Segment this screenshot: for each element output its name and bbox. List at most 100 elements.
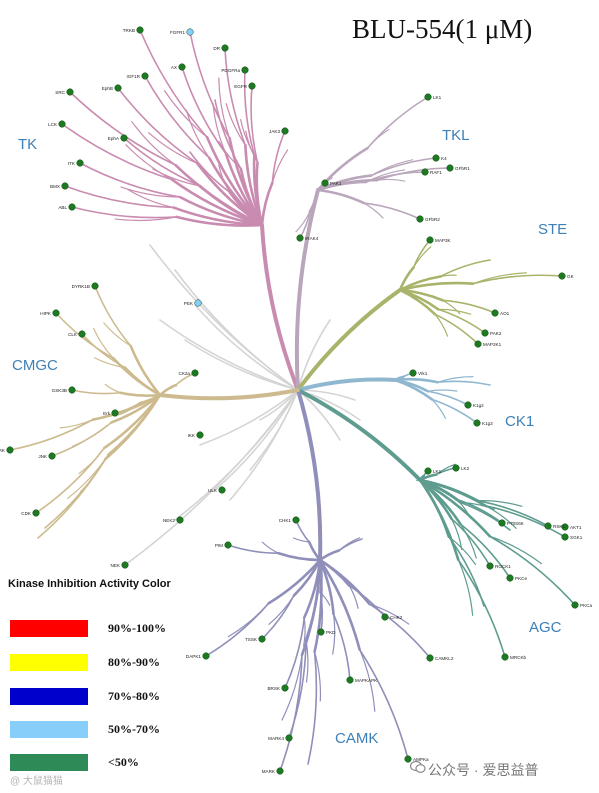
kinase-label: EphA bbox=[108, 136, 120, 141]
tree-branch bbox=[114, 216, 178, 222]
tree-branch bbox=[318, 558, 361, 651]
kinase-dot bbox=[176, 516, 184, 524]
kinase-dot bbox=[285, 734, 293, 742]
kinase-dot bbox=[248, 82, 256, 90]
kinase-dot bbox=[501, 653, 509, 661]
kinase-label: P70S6K bbox=[507, 521, 525, 526]
tree-branch bbox=[71, 206, 178, 219]
tree-branch bbox=[368, 603, 431, 659]
tree-branch bbox=[450, 517, 491, 567]
tree-branch bbox=[61, 123, 173, 181]
tree-branch bbox=[418, 478, 460, 561]
kinase-label: IGF1R bbox=[126, 74, 140, 79]
tree-branch bbox=[224, 47, 247, 147]
tree-branch bbox=[412, 246, 432, 269]
tree-branch bbox=[129, 344, 162, 397]
kinase-dot bbox=[321, 179, 329, 187]
kinase-dot bbox=[66, 88, 74, 96]
tree-branch bbox=[398, 288, 437, 316]
kinase-label: AX bbox=[171, 65, 177, 70]
legend-label: <50% bbox=[108, 755, 139, 769]
tree-branch bbox=[365, 171, 426, 183]
tree-branch bbox=[456, 498, 503, 524]
kinase-dot bbox=[6, 446, 14, 454]
tree-branch bbox=[227, 544, 280, 555]
tree-branch bbox=[459, 501, 511, 531]
tree-branch bbox=[158, 383, 178, 397]
tree-branch bbox=[398, 281, 475, 292]
kinase-label: CLK bbox=[68, 332, 78, 337]
kinase-dot bbox=[58, 120, 66, 128]
group-label-agc: AGC bbox=[529, 619, 562, 636]
tree-branch bbox=[393, 377, 440, 384]
tree-branch bbox=[93, 357, 126, 369]
kinase-dot bbox=[68, 386, 76, 394]
kinase-label: CDK bbox=[21, 511, 32, 516]
kinase-dot bbox=[424, 467, 432, 475]
kinase-dot bbox=[68, 203, 76, 211]
wechat-icon bbox=[410, 760, 426, 773]
kinase-label: SGK1 bbox=[570, 535, 583, 540]
tree-branch bbox=[174, 389, 299, 521]
tree-branch bbox=[363, 202, 384, 219]
tree-branch bbox=[459, 523, 511, 579]
tree-branch bbox=[332, 613, 336, 655]
tree-branch bbox=[127, 189, 174, 209]
tree-branch bbox=[131, 120, 177, 166]
tree-branch bbox=[94, 285, 132, 347]
tree-branch bbox=[268, 594, 295, 625]
tree-branch bbox=[71, 389, 122, 395]
tree-branch bbox=[316, 188, 366, 205]
kinase-dot bbox=[281, 127, 289, 135]
tree-branch bbox=[185, 109, 210, 159]
kinase-label: JAK3 bbox=[269, 129, 280, 134]
legend-swatch bbox=[10, 688, 88, 705]
tree-branch bbox=[348, 585, 359, 609]
legend: Kinase Inhibition Activity Color 90%-100… bbox=[8, 578, 208, 778]
tree-branch bbox=[472, 274, 563, 285]
tree-branch bbox=[104, 383, 121, 394]
kinase-label: HIPK bbox=[40, 311, 52, 316]
tree-branch bbox=[277, 551, 322, 562]
tree-branch bbox=[225, 103, 246, 146]
kinase-dot bbox=[473, 419, 481, 427]
tree-branch bbox=[228, 190, 264, 227]
kinase-dot bbox=[136, 26, 144, 34]
kinase-label: IRAK4 bbox=[305, 236, 319, 241]
tree-branch bbox=[370, 159, 414, 177]
kinase-dot bbox=[558, 272, 566, 280]
tree-branch bbox=[259, 389, 299, 421]
kinase-label: PEK bbox=[184, 301, 194, 306]
tree-branch bbox=[9, 418, 94, 451]
tree-branch bbox=[303, 617, 306, 647]
tree-branch bbox=[437, 308, 472, 315]
tree-branch bbox=[318, 558, 371, 606]
tree-branch bbox=[175, 384, 177, 387]
kinase-dot bbox=[121, 561, 129, 569]
kinase-label: PAK2 bbox=[490, 331, 502, 336]
tree-branch bbox=[442, 299, 461, 315]
tree-branch bbox=[376, 167, 451, 181]
tree-branch bbox=[318, 549, 341, 562]
kinase-label: Vrk1 bbox=[418, 371, 428, 376]
kinase-dot bbox=[178, 63, 186, 71]
tree-branch bbox=[174, 269, 299, 391]
kinase-label: PAK1 bbox=[330, 181, 342, 186]
tree-branch bbox=[189, 31, 231, 139]
tree-branch bbox=[441, 299, 496, 314]
kinase-label: PKD bbox=[326, 630, 336, 635]
kinase-dot bbox=[486, 562, 494, 570]
kinase-dot bbox=[258, 635, 266, 643]
kinase-dot bbox=[61, 182, 69, 190]
kinase-dot bbox=[544, 522, 552, 530]
tree-branch bbox=[64, 185, 175, 209]
tree-branch bbox=[69, 91, 177, 166]
kinase-dot bbox=[426, 654, 434, 662]
kinase-label: Erk bbox=[103, 411, 111, 416]
tree-branch bbox=[484, 504, 566, 538]
tree-branch bbox=[297, 319, 331, 391]
legend-item: 80%-90% bbox=[10, 654, 200, 671]
kinase-dot bbox=[292, 516, 300, 524]
kinase-label: MAP3K bbox=[435, 238, 452, 243]
legend-swatch bbox=[10, 654, 88, 671]
